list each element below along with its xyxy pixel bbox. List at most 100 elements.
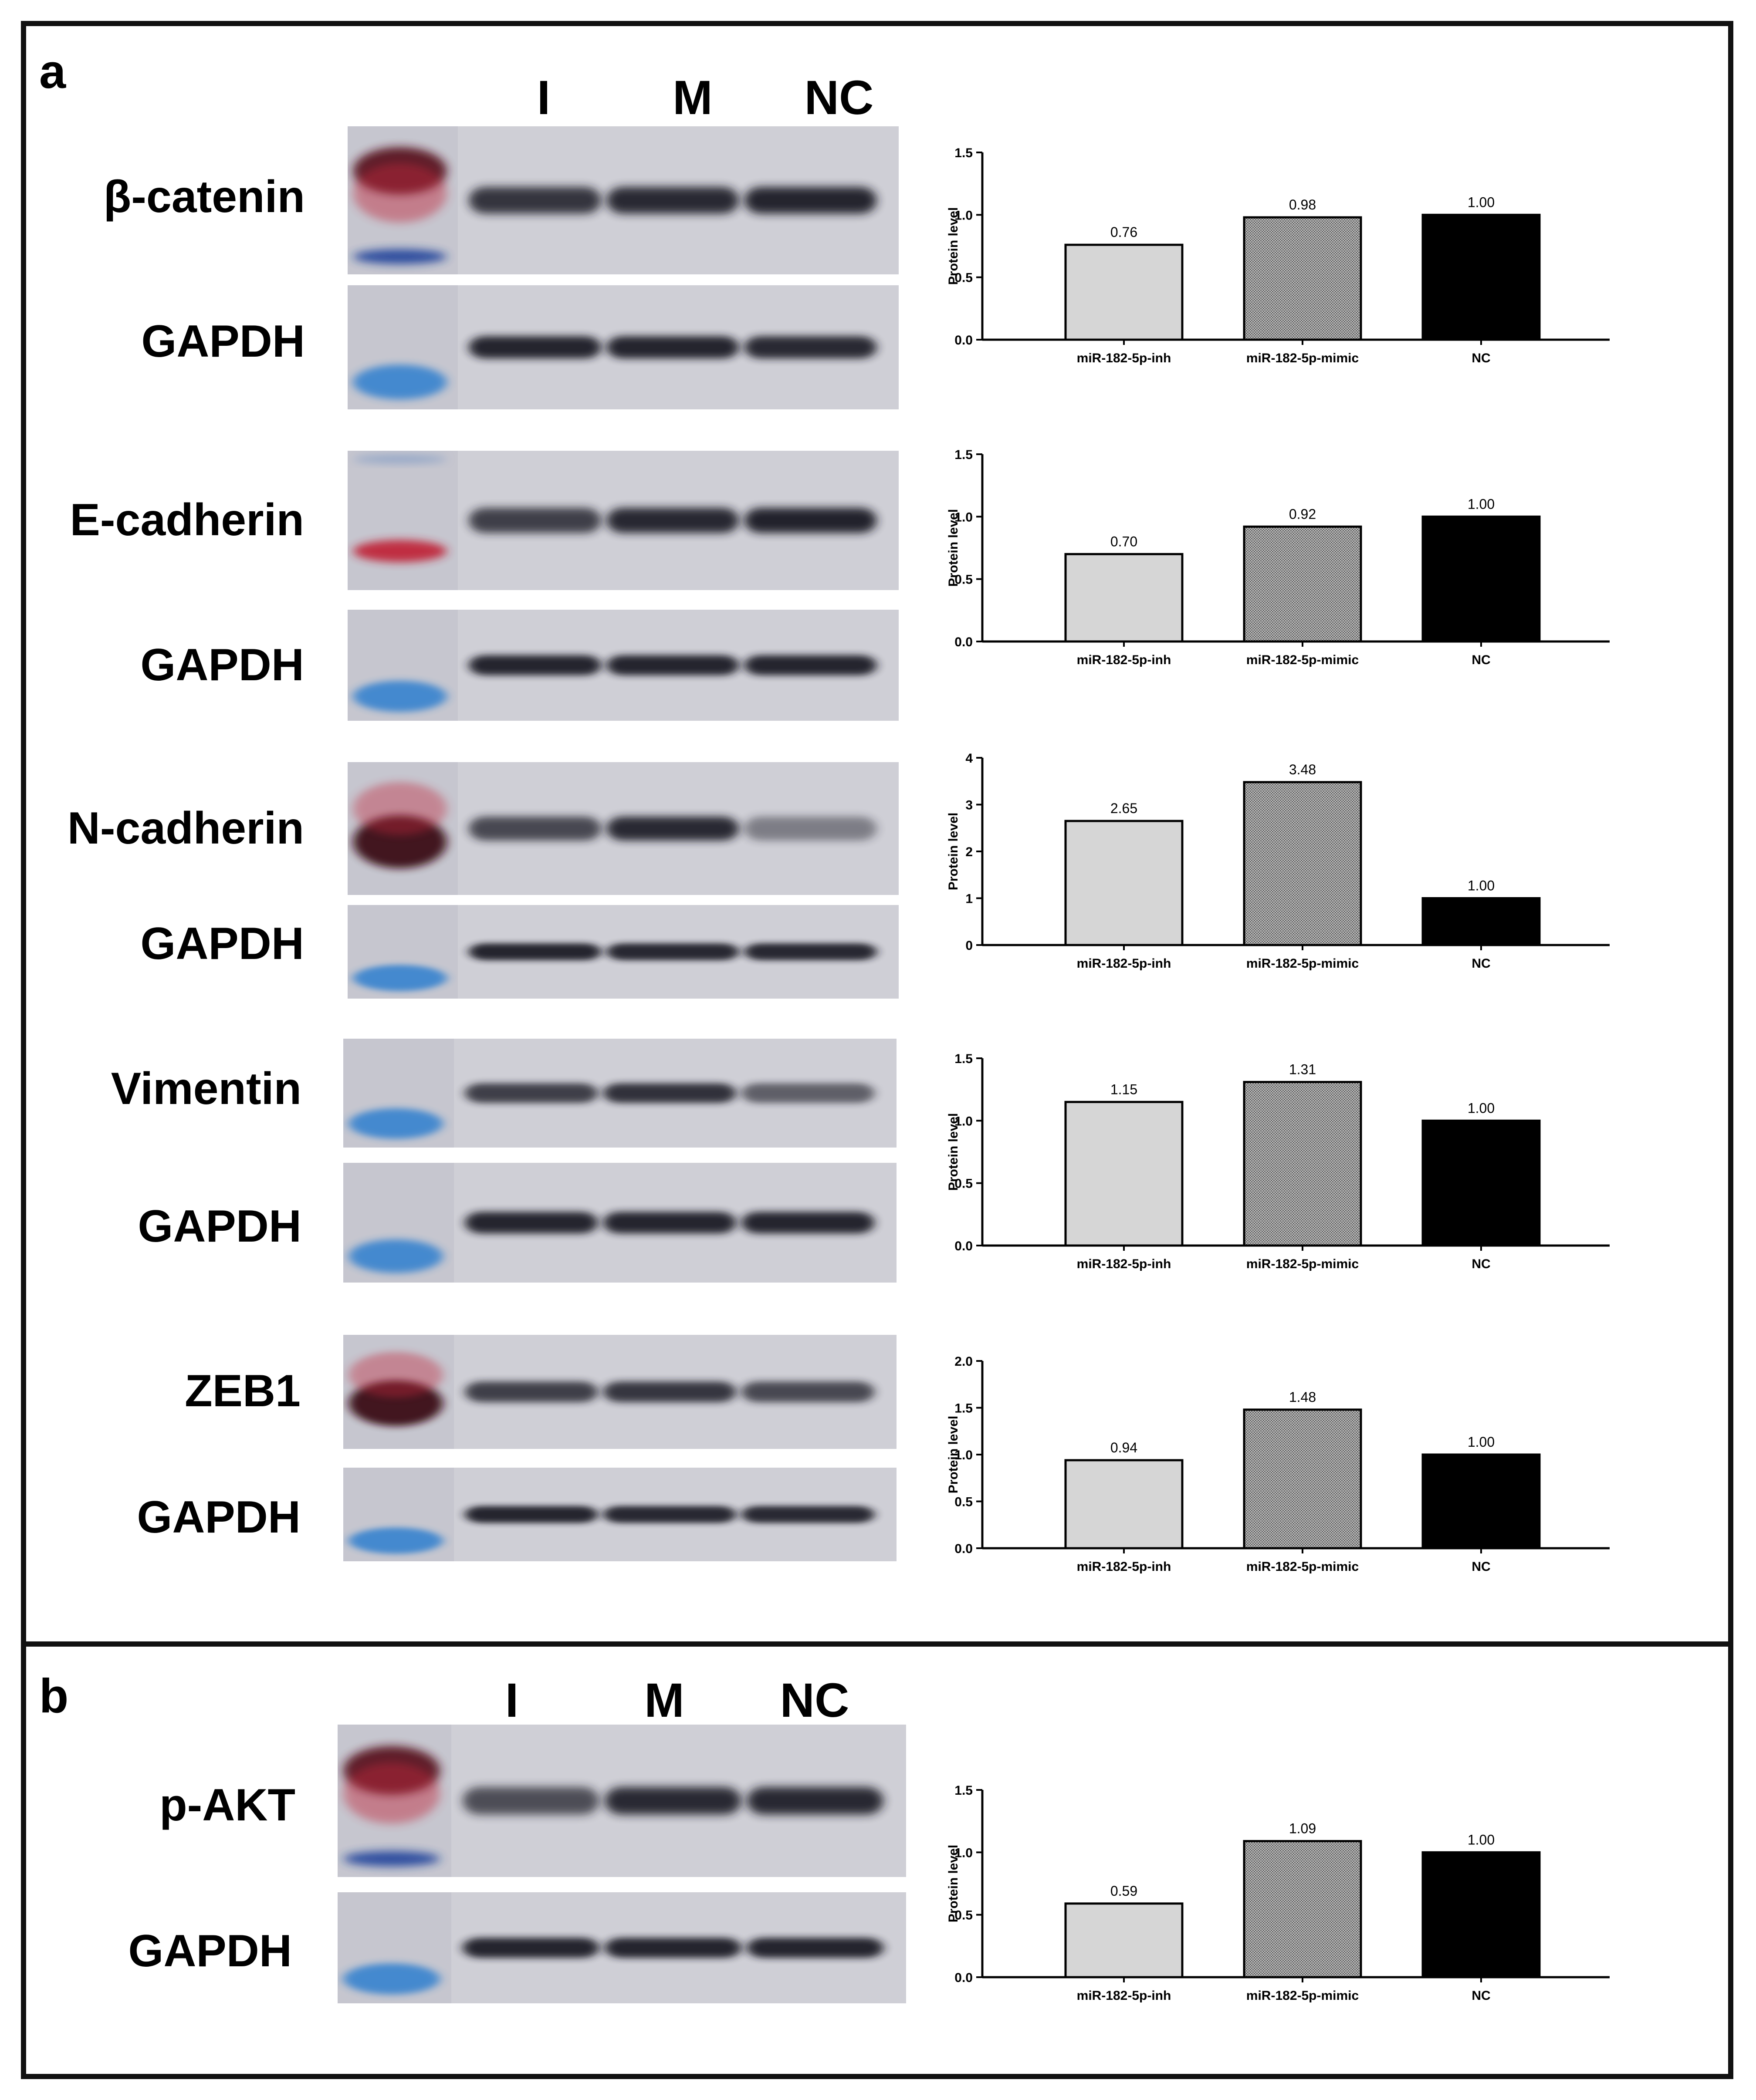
blot-band (741, 1083, 875, 1103)
blot-band (469, 655, 601, 675)
bar-mimic (1243, 525, 1362, 643)
data-label: 1.00 (1468, 1434, 1495, 1450)
data-label: 1.00 (1468, 878, 1495, 894)
ladder-marker-red (353, 163, 447, 223)
data-label: 0.98 (1289, 197, 1316, 213)
bar-chart-beta-catenin: 0.0 0.5 1.0 1.5 Protein level 0.76 miR-182-5p-… (932, 139, 1655, 383)
blot-band (603, 1506, 736, 1523)
x-tick-label: miR-182-5p-inh (1077, 1560, 1171, 1574)
ladder-marker-blue (343, 1851, 440, 1867)
x-tick-label: NC (1472, 653, 1490, 667)
ladder-marker-blue (343, 1963, 440, 1995)
blot-label-n-cadherin: N-cadherin (67, 803, 304, 854)
bar-mimic (1243, 781, 1362, 946)
x-tick-label: miR-182-5p-mimic (1246, 1560, 1359, 1574)
bar-mimic (1243, 1408, 1362, 1550)
blot-label-vimentin: Vimentin (111, 1064, 301, 1114)
y-tick-label: 0 (965, 939, 973, 953)
y-tick-label: 0.0 (954, 635, 973, 649)
lane-label-b-m: M (644, 1674, 684, 1727)
blot-svg (343, 1468, 897, 1561)
ladder-marker-blue (348, 1527, 443, 1554)
y-axis-label: Protein level (946, 207, 961, 285)
blot-band (606, 655, 739, 675)
blot-band (741, 1381, 875, 1402)
bar-mimic (1243, 1080, 1362, 1247)
ladder-marker-blue (353, 249, 447, 264)
data-label: 1.00 (1468, 1100, 1495, 1116)
chart-svg: 0 1 2 3 4 Protein level 2.65 miR-182-5p-inh 3.48… (946, 751, 1610, 971)
y-tick-label: 0.5 (954, 573, 973, 587)
y-tick-label: 1.0 (954, 1448, 973, 1462)
chart-svg: 0.0 0.5 1.0 1.5 Protein level 1.15 miR-182-5p-… (946, 1052, 1610, 1271)
bar-inh (1064, 1101, 1184, 1247)
blot-band (606, 817, 739, 841)
data-label: 1.09 (1289, 1821, 1316, 1837)
blot-label-gapdh: GAPDH (141, 316, 305, 367)
bar-inh (1064, 820, 1184, 946)
blot-svg (343, 1163, 897, 1283)
data-label: 0.59 (1110, 1883, 1137, 1899)
ladder-marker-red (343, 1762, 440, 1824)
blot-band (606, 336, 739, 359)
y-axis-label: Protein level (946, 509, 961, 587)
lane-label-b-i: I (505, 1674, 519, 1727)
y-tick-label: 0.5 (954, 271, 973, 285)
blot-label-e-cadherin: E-cadherin (70, 495, 304, 545)
blot-band (469, 187, 601, 214)
x-tick-label: NC (1472, 351, 1490, 365)
x-tick-label: miR-182-5p-inh (1077, 653, 1171, 667)
chart-svg: 0.0 0.5 1.0 1.5 2.0 Protein level 0.94 miR-182-… (946, 1354, 1610, 1574)
blot-band (469, 508, 601, 533)
blot-band (469, 943, 601, 960)
bar-inh (1064, 1459, 1184, 1550)
y-axis-label: Protein level (946, 1113, 961, 1191)
y-tick-label: 1.0 (954, 510, 973, 524)
chart-svg: 0.0 0.5 1.0 1.5 Protein level 0.70 miR-182-5p-… (946, 448, 1610, 667)
blot-label-gapdh: GAPDH (128, 1926, 292, 1976)
x-tick-label: miR-182-5p-mimic (1246, 351, 1359, 365)
lane-label-a-nc: NC (804, 71, 874, 125)
data-label: 1.31 (1289, 1061, 1316, 1077)
blot-image-gapdh (348, 285, 899, 409)
y-tick-label: 1.0 (954, 1846, 973, 1860)
blot-band (744, 187, 877, 214)
blot-band (605, 1938, 741, 1958)
panel-divider (21, 1641, 1733, 1647)
blot-svg (348, 451, 899, 590)
blot-image-gapdh (348, 905, 899, 999)
data-label: 0.92 (1289, 506, 1316, 522)
bar-mimic (1243, 216, 1362, 341)
panel-b-letter: b (39, 1669, 69, 1723)
blot-image-e-cadherin (348, 451, 899, 590)
blot-svg (343, 1335, 897, 1449)
y-tick-label: 1.0 (954, 1114, 973, 1128)
bar-nc (1421, 213, 1541, 341)
ladder-marker-blue (353, 965, 447, 991)
y-tick-label: 1 (965, 892, 973, 906)
x-tick-label: NC (1472, 1560, 1490, 1574)
data-label: 1.48 (1289, 1389, 1316, 1405)
blot-band (744, 336, 877, 359)
bar-chart-n-cadherin: 0 1 2 3 4 Protein level 2.65 miR-182-5p-inh 3.48… (932, 745, 1655, 989)
bar-nc (1421, 1119, 1541, 1247)
ladder-marker-blue (348, 1108, 443, 1139)
blot-svg (338, 1725, 906, 1877)
blot-svg (348, 285, 899, 409)
blot-image-n-cadherin (348, 762, 899, 895)
data-label: 2.65 (1110, 800, 1137, 816)
x-tick-label: miR-182-5p-mimic (1246, 1257, 1359, 1271)
y-tick-label: 1.5 (954, 146, 973, 160)
data-label: 1.00 (1468, 496, 1495, 512)
y-axis-label: Protein level (946, 1416, 961, 1493)
blot-image-gapdh (343, 1468, 897, 1561)
blot-image-vimentin (343, 1039, 897, 1148)
panel-a-letter: a (39, 45, 66, 98)
blot-band (744, 655, 877, 675)
ladder-lane (348, 451, 458, 590)
blot-band (603, 1212, 736, 1234)
blot-svg (343, 1039, 897, 1148)
blot-label-beta-catenin: β-catenin (103, 172, 305, 222)
blot-band (747, 1787, 883, 1815)
ladder-marker-red (353, 782, 447, 835)
